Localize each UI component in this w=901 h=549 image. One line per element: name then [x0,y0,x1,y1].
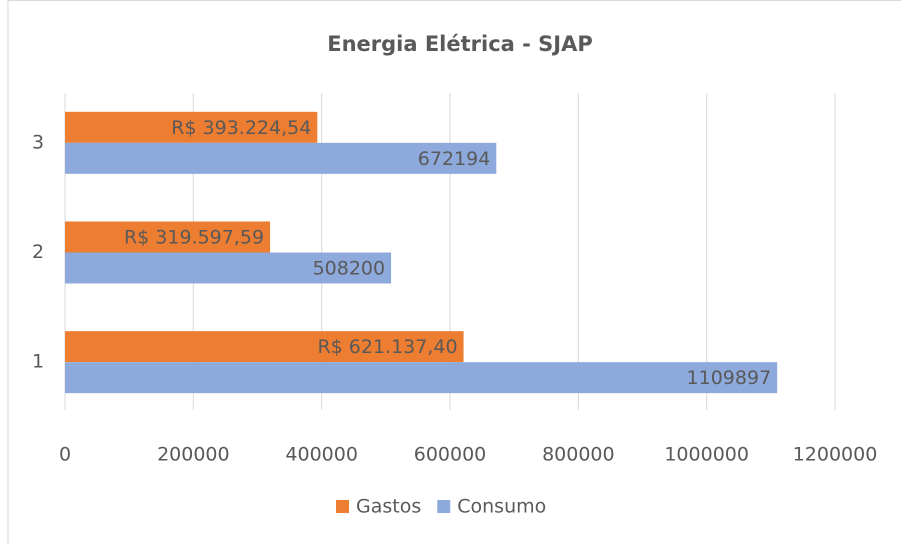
y-tick-label: 3 [32,131,44,153]
data-label: 672194 [418,148,491,170]
x-tick-label: 200000 [157,444,230,466]
legend-swatch [437,500,451,513]
bar [65,142,497,174]
y-tick-label: 2 [32,241,44,263]
y-tick-label: 1 [32,351,44,373]
bar [65,362,778,394]
x-tick-label: 1200000 [793,444,878,466]
x-tick-label: 0 [59,444,71,466]
data-label: R$ 621.137,40 [317,336,457,358]
x-tick-label: 1000000 [664,444,749,466]
chart-title: Energia Elétrica - SJAP [327,32,593,56]
legend-swatch [336,500,349,513]
data-label: R$ 319.597,59 [124,227,264,249]
bar [65,252,392,284]
x-tick-label: 400000 [285,444,358,466]
data-label: R$ 393.224,54 [171,117,311,139]
bar [65,221,271,253]
legend-label: Consumo [457,496,546,518]
legend-label: Gastos [356,496,421,518]
x-tick-label: 600000 [414,444,487,466]
data-label: 508200 [313,258,386,280]
bar [65,111,318,143]
bar [65,331,464,363]
x-tick-label: 800000 [542,444,615,466]
data-label: 1109897 [687,367,772,389]
